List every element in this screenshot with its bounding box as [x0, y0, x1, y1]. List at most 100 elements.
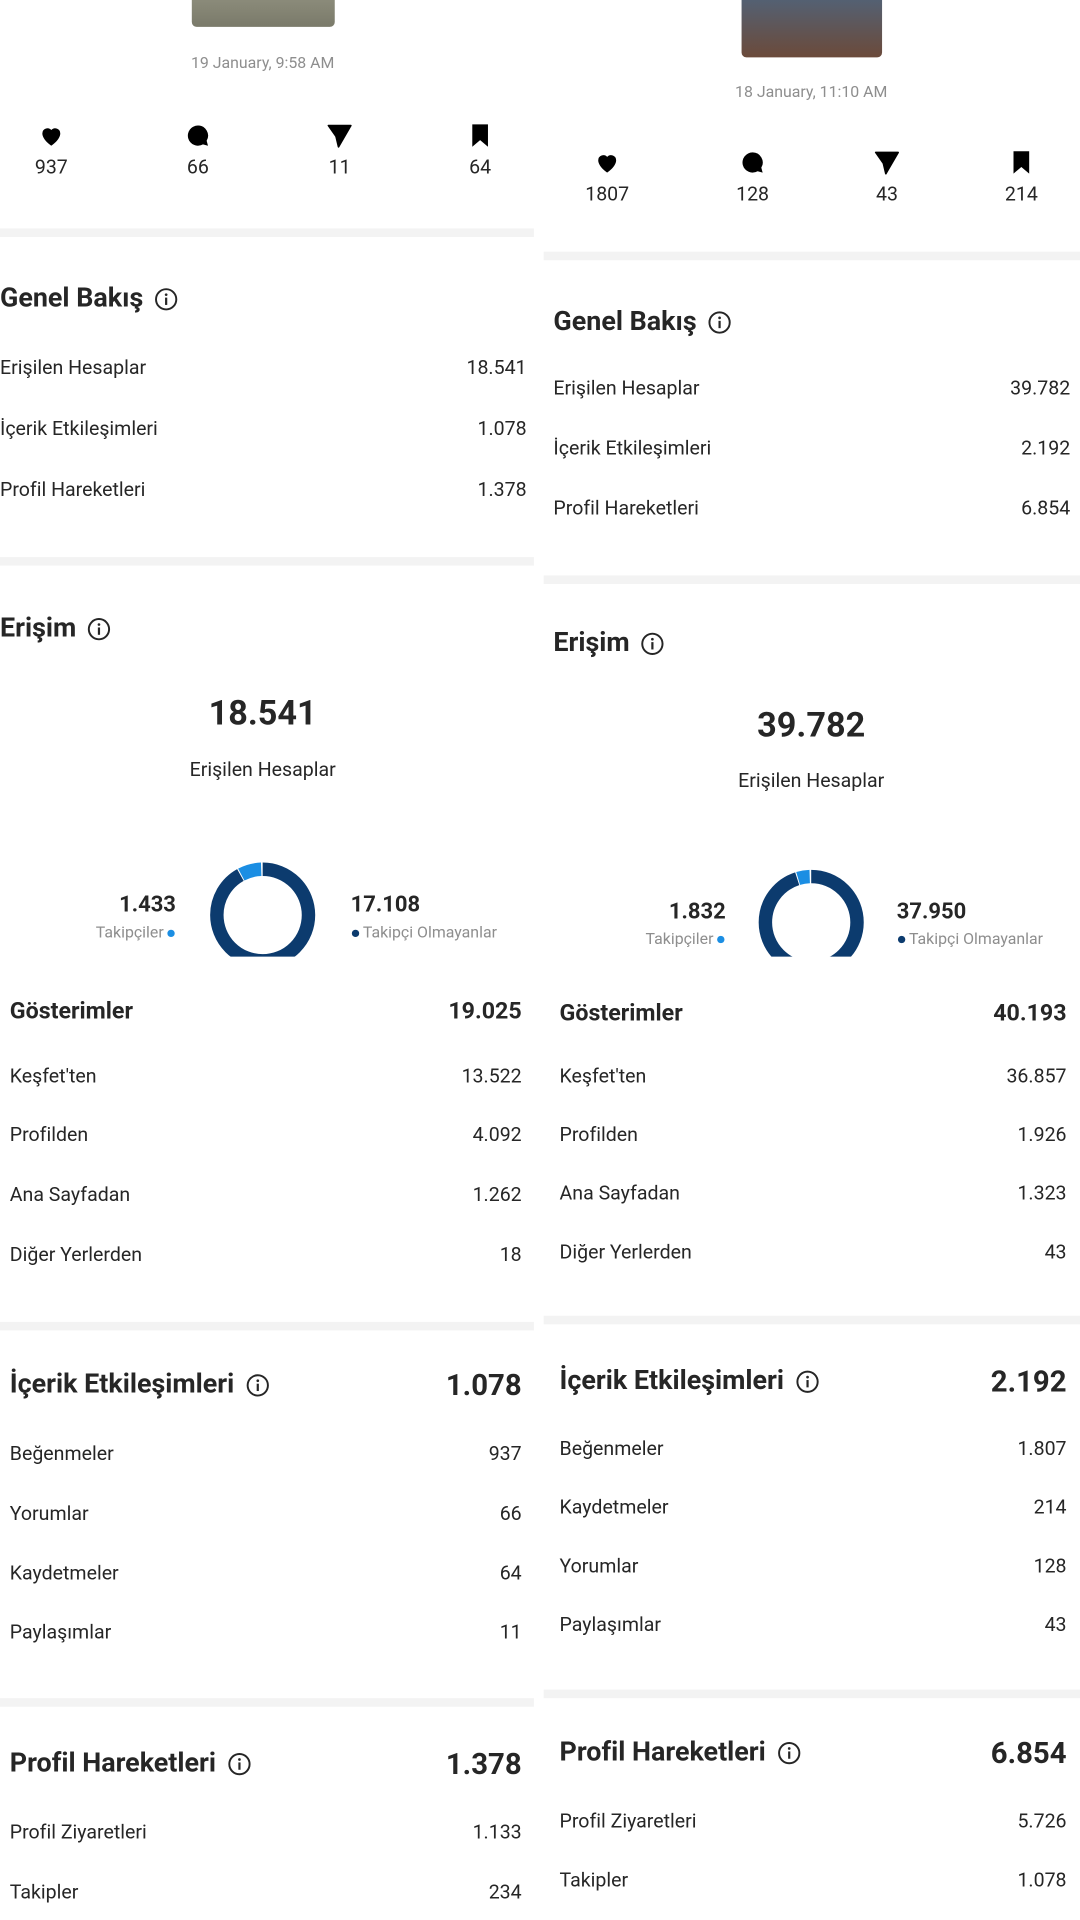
row-value: 66 — [499, 1501, 522, 1525]
info-dot — [651, 637, 655, 641]
followers-value: 1.832 — [668, 899, 726, 925]
reach-donut — [758, 869, 864, 957]
row-value: 1.133 — [472, 1820, 522, 1844]
stat-count: 1807 — [585, 182, 630, 206]
share-icon-shape — [874, 151, 899, 175]
share-icon-shape — [327, 124, 352, 148]
divider — [0, 1698, 534, 1707]
section-title: Profil Hareketleri — [560, 1739, 802, 1767]
donut-followers — [210, 862, 316, 957]
followers-label: Takipçiler — [95, 924, 164, 943]
section-total: 6.854 — [990, 1736, 1067, 1771]
divider — [0, 228, 534, 238]
section-title-text: İçerik Etkileşimleri — [559, 1365, 785, 1397]
like-icon — [42, 128, 61, 146]
row-label: Keşfet'ten — [9, 1064, 97, 1088]
row-value: 937 — [488, 1441, 522, 1465]
row-value: 214 — [1033, 1495, 1067, 1519]
row-label: Yorumlar — [9, 1501, 89, 1525]
followers-value: 1.433 — [119, 891, 176, 918]
section-total: 19.025 — [448, 996, 522, 1025]
info-dot — [805, 1375, 809, 1379]
section-title-text: İçerik Etkileşimleri — [9, 1369, 235, 1401]
divider — [543, 251, 1080, 261]
post-thumbnail — [191, 0, 335, 27]
reach-total-label: Erişilen Hesaplar — [189, 757, 336, 781]
divider — [543, 1689, 1080, 1699]
info-stem — [256, 1383, 259, 1392]
stat-count: 66 — [186, 155, 209, 179]
info-stem — [98, 627, 101, 635]
reach-total: 39.782 — [757, 704, 866, 746]
info-ring — [796, 1370, 819, 1393]
share-icon — [327, 124, 352, 148]
info-icon — [246, 1374, 269, 1397]
info-icon — [88, 618, 111, 641]
row-value: 1.078 — [1017, 1867, 1067, 1892]
section-title: Genel Bakış — [0, 283, 179, 314]
row-label: Profil Ziyaretleri — [559, 1809, 697, 1833]
info-icon — [155, 288, 178, 311]
share-icon — [874, 151, 899, 175]
row-label: Ana Sayfadan — [9, 1182, 131, 1206]
row-label: Erişilen Hesaplar — [0, 355, 147, 379]
section-title: Erişim — [0, 615, 112, 643]
section-total: 1.078 — [445, 1368, 522, 1403]
stat-count: 214 — [1004, 182, 1038, 206]
stat-count: 937 — [34, 155, 68, 179]
row-value: 4.092 — [472, 1122, 522, 1146]
info-icon — [777, 1742, 801, 1765]
row-label: İçerik Etkileşimleri — [553, 436, 712, 460]
row-value: 2.192 — [1021, 436, 1071, 460]
section-title-text: Genel Bakış — [0, 283, 144, 314]
row-label: İçerik Etkileşimleri — [0, 416, 158, 440]
row-label: Profil Ziyaretleri — [9, 1820, 147, 1844]
followers-dot — [717, 935, 725, 944]
non-followers-dot — [351, 929, 360, 938]
divider — [0, 1321, 534, 1331]
info-stem — [806, 1380, 809, 1388]
non-followers-label: Takipçi Olmayanlar — [908, 930, 1044, 949]
row-label: Takipler — [559, 1867, 629, 1892]
section-total: 1.378 — [445, 1747, 522, 1782]
row-label: Profil Hareketleri — [553, 496, 699, 520]
row-value: 39.782 — [1010, 376, 1071, 400]
donut-non-followers — [210, 862, 316, 957]
info-icon — [708, 311, 732, 334]
info-stem — [787, 1751, 791, 1759]
row-value: 18.541 — [466, 355, 527, 379]
row-label: Paylaşımlar — [559, 1612, 661, 1636]
post-date: 18 January, 11:10 AM — [735, 83, 888, 103]
row-label: Kaydetmeler — [559, 1495, 669, 1519]
info-dot — [718, 316, 722, 320]
followers-label: Takipçiler — [645, 930, 714, 949]
save-icon-shape — [472, 124, 488, 147]
row-value: 128 — [1033, 1554, 1067, 1578]
info-dot — [98, 623, 101, 626]
row-label: Diğer Yerlerden — [559, 1240, 692, 1264]
row-value: 1.807 — [1017, 1436, 1067, 1460]
info-ring — [228, 1753, 251, 1776]
reach-donut — [210, 862, 316, 957]
post-date: 19 January, 9:58 AM — [190, 54, 335, 73]
row-label: Takipler — [9, 1880, 79, 1904]
info-stem — [718, 320, 722, 329]
comment-icon — [742, 152, 763, 173]
like-icon-shape — [598, 155, 617, 173]
section-title-text: Genel Bakış — [553, 306, 697, 338]
divider — [543, 575, 1080, 584]
info-ring — [88, 618, 111, 641]
divider — [543, 1315, 1080, 1325]
save-icon — [1013, 151, 1030, 174]
info-icon — [641, 632, 665, 655]
info-dot — [237, 1758, 241, 1761]
section-title: Gösterimler — [560, 1001, 683, 1024]
info-stem — [165, 297, 168, 305]
row-value: 64 — [499, 1561, 522, 1585]
row-value: 13.522 — [461, 1064, 522, 1088]
row-label: Profilden — [559, 1122, 638, 1146]
row-label: Profil Hareketleri — [0, 477, 146, 501]
